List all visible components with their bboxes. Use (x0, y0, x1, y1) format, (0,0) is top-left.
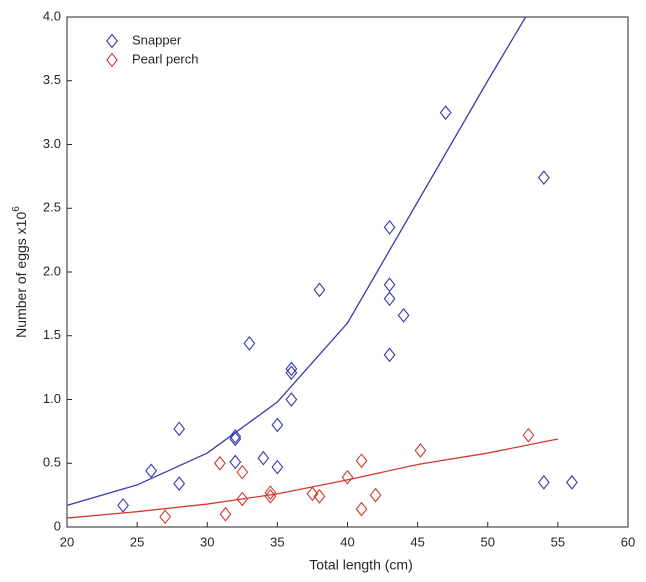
x-tick-label: 45 (410, 534, 424, 549)
x-tick-label: 30 (200, 534, 214, 549)
point (383, 219, 396, 235)
point (229, 454, 242, 470)
point (383, 347, 396, 363)
point (285, 361, 298, 377)
plot-frame (66, 16, 629, 528)
point (439, 105, 452, 121)
point (243, 336, 256, 351)
y-tick-label: 2.0 (43, 263, 61, 278)
point (565, 474, 578, 490)
point (285, 365, 298, 381)
y-tick-label: 3.0 (43, 136, 61, 151)
point (285, 392, 298, 407)
point (537, 474, 550, 490)
point (236, 464, 249, 480)
point (355, 501, 368, 517)
point (219, 506, 232, 522)
point (173, 476, 186, 492)
y-axis-label-superscript: 6 (11, 206, 22, 212)
x-tick-label: 35 (270, 534, 284, 549)
y-tick-label: 0 (54, 518, 61, 533)
legend-marker (106, 33, 118, 49)
point (306, 486, 319, 502)
point (173, 421, 186, 437)
point (257, 450, 270, 466)
point (271, 459, 284, 475)
point (355, 453, 368, 469)
x-tick-label: 40 (340, 534, 354, 549)
legend-label: Snapper (132, 32, 182, 47)
point (236, 491, 249, 507)
point (313, 489, 326, 504)
y-axis-label-text: Number of eggs x10 (13, 212, 29, 338)
point (213, 455, 226, 471)
point (264, 489, 277, 504)
y-tick-label: 2.5 (43, 200, 61, 215)
point (537, 170, 550, 186)
point (229, 429, 242, 444)
x-tick-label: 50 (481, 534, 495, 549)
point (522, 427, 535, 443)
point (341, 469, 354, 485)
x-tick-label: 55 (551, 534, 565, 549)
point (229, 431, 242, 447)
point (264, 485, 277, 500)
fit-line (66, 16, 527, 506)
point (271, 417, 284, 433)
y-tick-label: 4.0 (43, 8, 61, 23)
point (313, 282, 326, 298)
point (383, 277, 396, 293)
x-tick-label: 20 (60, 534, 74, 549)
x-tick-label: 60 (621, 534, 635, 549)
point (145, 463, 158, 479)
point (383, 291, 396, 307)
legend-marker (106, 52, 118, 68)
point (397, 307, 410, 323)
point (414, 443, 427, 458)
point (159, 509, 172, 525)
x-axis-label: Total length (cm) (309, 557, 412, 573)
legend-label: Pearl perch (132, 51, 198, 66)
y-tick-label: 3.5 (43, 72, 61, 87)
y-tick-label: 1.5 (43, 327, 61, 342)
y-axis-label: Number of eggs x106 (11, 206, 29, 338)
x-tick-label: 25 (130, 534, 144, 549)
y-tick-label: 0.5 (43, 455, 61, 470)
point (117, 497, 130, 513)
point (369, 487, 382, 503)
y-tick-label: 1.0 (43, 391, 61, 406)
